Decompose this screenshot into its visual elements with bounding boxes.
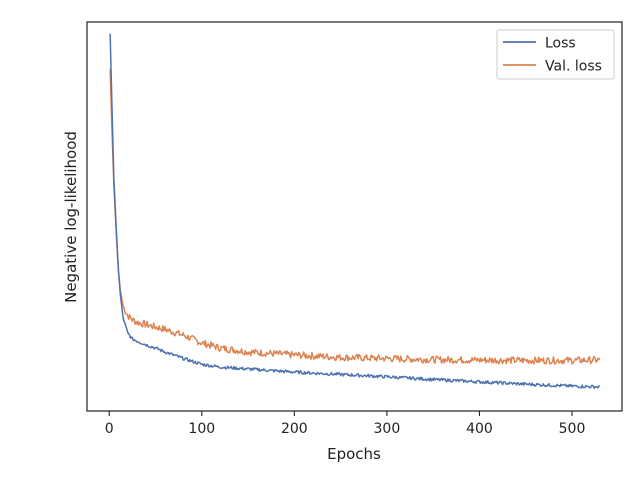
x-tick-label: 300 [374, 421, 401, 437]
series-line-val-loss [109, 68, 601, 365]
series-layer [109, 33, 601, 390]
y-axis-label: Negative log-likelihood [62, 131, 80, 303]
x-axis-label: Epochs [327, 445, 381, 463]
x-tick-label: 0 [105, 421, 114, 437]
x-ticks: 0 100 200 300 400 500 [105, 411, 586, 437]
legend: Loss Val. loss [496, 29, 615, 80]
x-tick-label: 100 [188, 421, 215, 437]
x-tick-label: 500 [559, 421, 586, 437]
x-tick-label: 400 [466, 421, 493, 437]
series-line-loss [109, 33, 601, 390]
x-tick-label: 200 [281, 421, 308, 437]
legend-label-val-loss: Val. loss [545, 59, 602, 75]
legend-label-loss: Loss [545, 36, 576, 52]
axes-frame [86, 21, 623, 412]
